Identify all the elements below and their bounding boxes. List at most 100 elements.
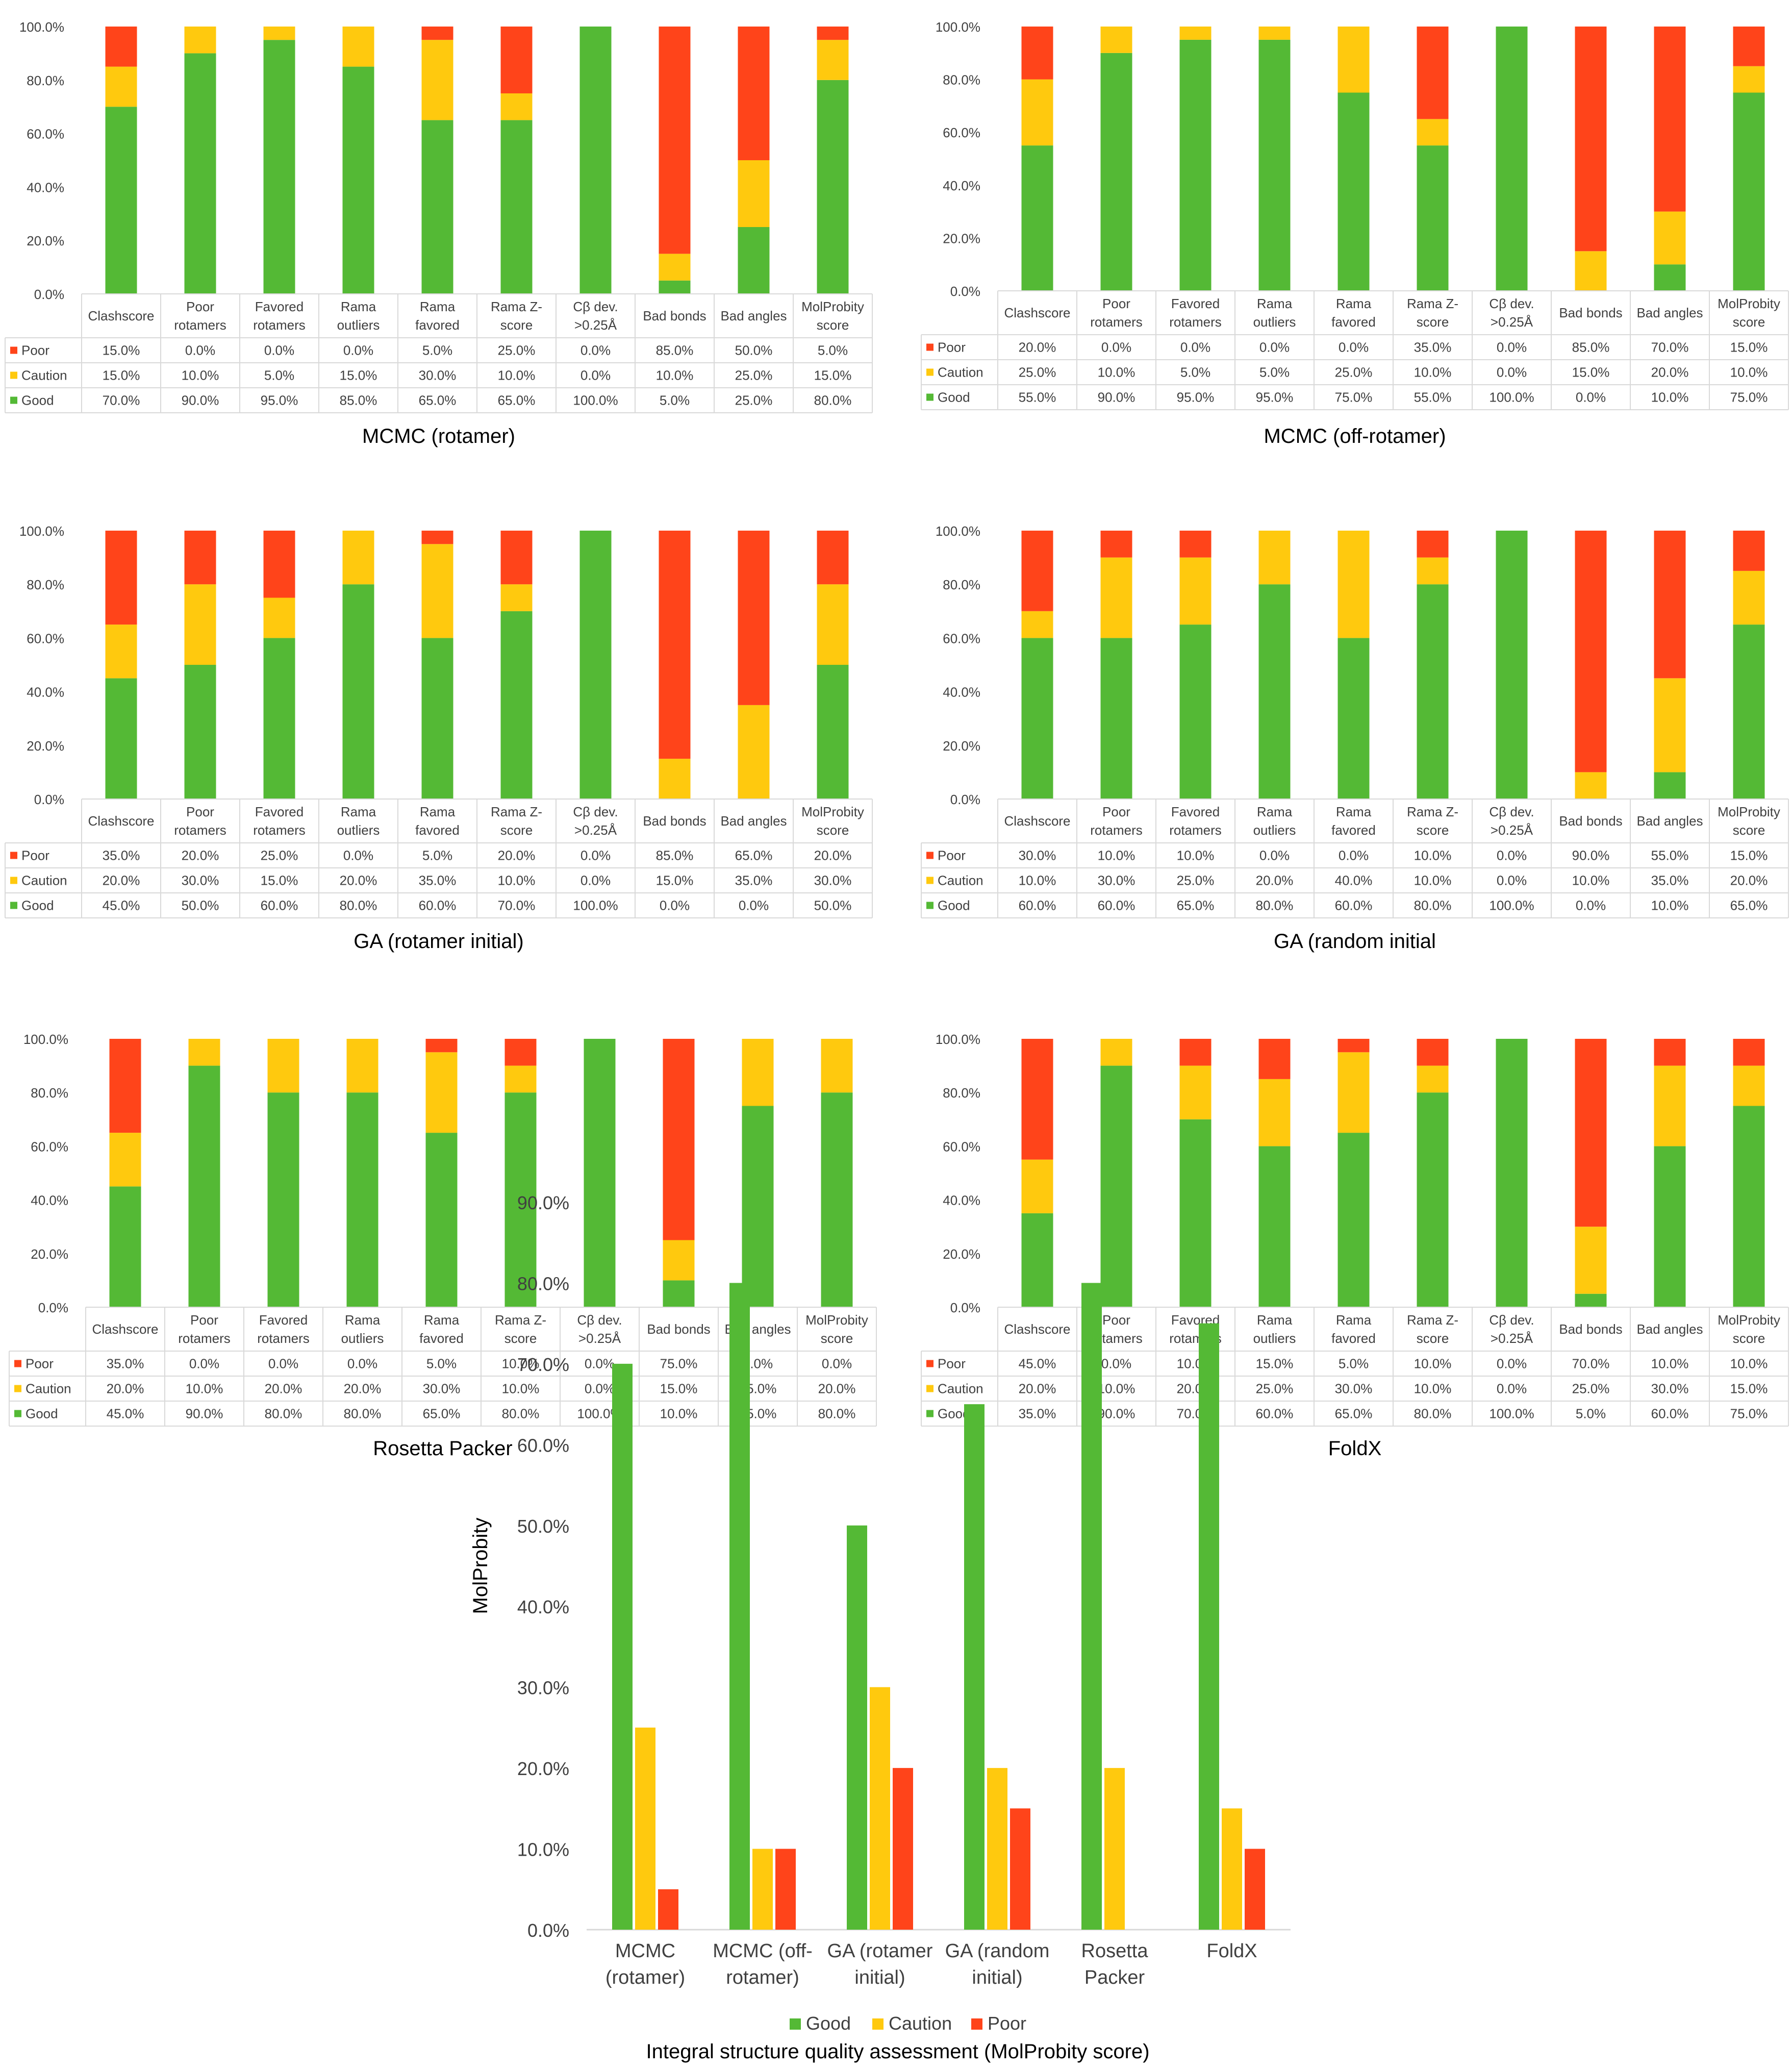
bar-segment-good [1179, 1119, 1212, 1307]
data-table [921, 1307, 1789, 1427]
row-label-poor: Poor [938, 848, 966, 863]
y-tick-label: 40.0% [31, 1193, 68, 1208]
y-tick-label: 80.0% [31, 1085, 68, 1101]
bar-segment-good [742, 1106, 774, 1307]
bar-segment-good [184, 665, 216, 799]
table-header-label: favored [1331, 1331, 1376, 1346]
table-header-label: Cβ dev. [573, 804, 618, 819]
table-cell-value: 30.0% [423, 1381, 461, 1396]
y-tick-label: 0.0% [950, 284, 980, 299]
table-cell-value: 45.0% [103, 898, 140, 913]
row-label-poor: Poor [21, 848, 49, 863]
bar-segment-good [342, 584, 374, 799]
table-cell-value: 60.0% [1256, 1406, 1294, 1421]
bar-poor [893, 1768, 913, 1930]
table-cell-value: 15.0% [103, 368, 140, 383]
y-tick-label: 70.0% [517, 1354, 569, 1375]
bar-segment-caution [1654, 211, 1686, 265]
table-cell-value: 0.0% [1497, 340, 1527, 355]
table-cell-value: 100.0% [1489, 898, 1534, 913]
table-cell-value: 60.0% [1335, 898, 1373, 913]
bar-segment-caution [184, 27, 216, 54]
bar-segment-poor [504, 1039, 537, 1066]
table-cell-value: 95.0% [1256, 390, 1294, 405]
table-cell-value: 15.0% [103, 343, 140, 358]
table-header-label: Cβ dev. [573, 299, 618, 314]
bar-segment-good [1179, 625, 1212, 799]
bar-segment-good [1417, 145, 1449, 291]
table-cell-value: 15.0% [660, 1381, 698, 1396]
table-cell-value: 80.0% [1256, 898, 1294, 913]
legend-key-good [10, 902, 17, 909]
table-header-label: Rama [1257, 804, 1293, 819]
table-cell-value: 15.0% [1730, 848, 1768, 863]
stacked-chart-3: 0.0% 20.0% 40.0% 60.0% 80.0% 100.0% Clashscore… [5, 523, 873, 953]
bar-segment-caution [105, 625, 137, 679]
table-cell-value: 90.0% [1098, 390, 1135, 405]
bar-segment-caution [742, 1039, 774, 1106]
table-cell-value: 60.0% [419, 898, 457, 913]
table-cell-value: 30.0% [1019, 848, 1056, 863]
table-header-label: rotamers [1169, 822, 1222, 838]
table-header-label: score [821, 1331, 853, 1346]
table-cell-value: 0.0% [660, 898, 690, 913]
table-header-label: Bad bonds [1559, 1321, 1622, 1337]
table-cell-value: 20.0% [103, 873, 140, 888]
bar-segment-good [500, 120, 533, 294]
table-header-label: score [500, 317, 533, 333]
bar-segment-poor [663, 1039, 695, 1240]
bar-segment-good [584, 1039, 616, 1307]
chart-title: Integral structure quality assessment (M… [646, 2040, 1149, 2063]
bar-segment-good [1733, 92, 1765, 291]
table-cell-value: 70.0% [498, 898, 536, 913]
table-header-label: Poor [190, 1312, 218, 1328]
bar-segment-poor [1575, 531, 1607, 772]
bar-good [1199, 1323, 1219, 1930]
table-header-label: score [817, 317, 849, 333]
table-cell-value: 5.0% [1180, 365, 1210, 380]
y-tick-label: 80.0% [27, 73, 64, 88]
row-label-poor: Poor [26, 1356, 54, 1371]
bar-segment-good [1496, 27, 1528, 291]
bar-segment-good [1733, 625, 1765, 799]
table-cell-value: 20.0% [498, 848, 536, 863]
row-label-good: Good [938, 898, 970, 913]
table-header-label: favored [1331, 822, 1376, 838]
x-category-label: MCMC (off- [713, 1940, 813, 1962]
bar-segment-good [1100, 1065, 1132, 1307]
table-cell-value: 20.0% [107, 1381, 144, 1396]
bar-segment-good [1496, 1039, 1528, 1307]
table-cell-value: 0.0% [1339, 848, 1369, 863]
bar-segment-good [1654, 1146, 1686, 1307]
bar-segment-caution [421, 40, 453, 120]
table-header-label: rotamers [253, 822, 306, 838]
table-cell-value: 10.0% [1730, 365, 1768, 380]
bar-caution [752, 1849, 773, 1930]
bar-segment-caution [1258, 1079, 1291, 1146]
legend-key-caution [14, 1385, 21, 1392]
table-cell-value: 10.0% [1177, 848, 1215, 863]
bar-segment-caution [1258, 531, 1291, 585]
bar-segment-caution [659, 254, 691, 281]
table-cell-value: 0.0% [580, 368, 611, 383]
bar-segment-good [421, 638, 453, 799]
bar-segment-caution [663, 1240, 695, 1281]
row-label-good: Good [26, 1406, 58, 1421]
table-cell-value: 0.0% [264, 343, 294, 358]
table-header-label: MolProbity [801, 299, 864, 314]
table-header-label: Bad bonds [1559, 305, 1622, 320]
row-label-caution: Caution [26, 1381, 71, 1396]
x-category-label: rotamer) [726, 1967, 799, 1988]
table-cell-value: 5.0% [264, 368, 294, 383]
table-header-label: >0.25Å [1491, 822, 1533, 838]
table-header-label: Rama [420, 804, 456, 819]
legend-key-poor [10, 852, 17, 859]
table-cell-value: 10.0% [1414, 848, 1452, 863]
bar-segment-caution [1575, 251, 1607, 291]
table-cell-value: 20.0% [814, 848, 852, 863]
table-cell-value: 10.0% [1414, 1356, 1452, 1371]
bar-segment-caution [1575, 772, 1607, 799]
table-header-label: score [1733, 314, 1765, 330]
table-cell-value: 90.0% [182, 393, 219, 408]
table-cell-value: 5.0% [660, 393, 690, 408]
